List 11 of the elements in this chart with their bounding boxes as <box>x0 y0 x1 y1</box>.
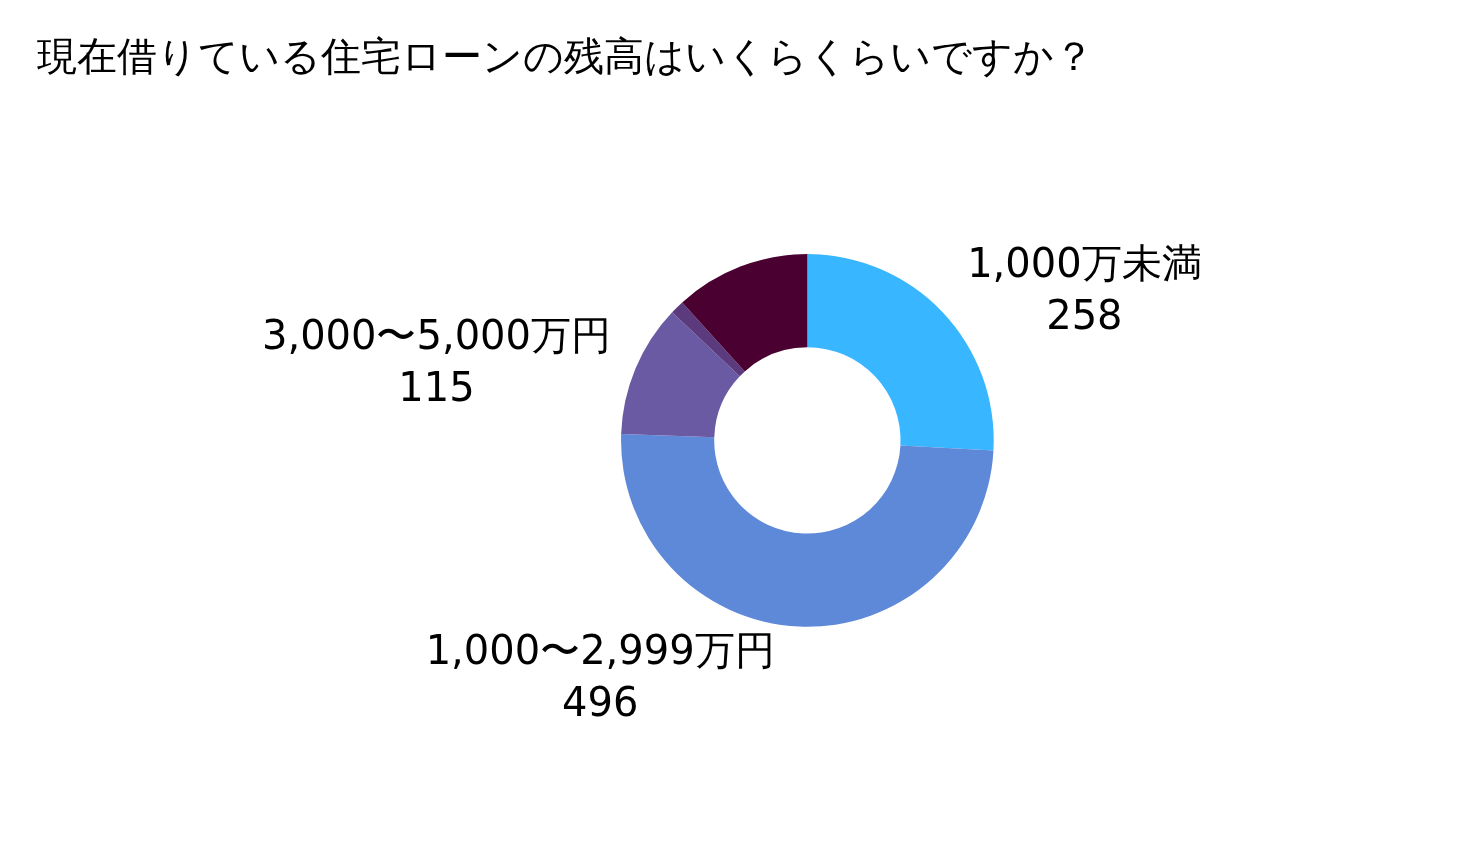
slice-label: 3,000〜5,000万円 <box>261 312 612 359</box>
donut-slice <box>621 433 994 627</box>
data-label: 496 <box>561 678 639 725</box>
donut-slice <box>682 254 808 372</box>
slice-label: 1,000万未満 <box>967 240 1202 287</box>
data-label: 115 <box>398 364 475 411</box>
slice-label: 1,000〜2,999万円 <box>425 626 775 673</box>
donut-slice <box>672 302 745 377</box>
data-label: 258 <box>1046 292 1123 339</box>
donut-slice <box>621 312 740 438</box>
chart-title: 現在借りている住宅ローンの残高はいくらくらいですか？ <box>36 33 1094 80</box>
